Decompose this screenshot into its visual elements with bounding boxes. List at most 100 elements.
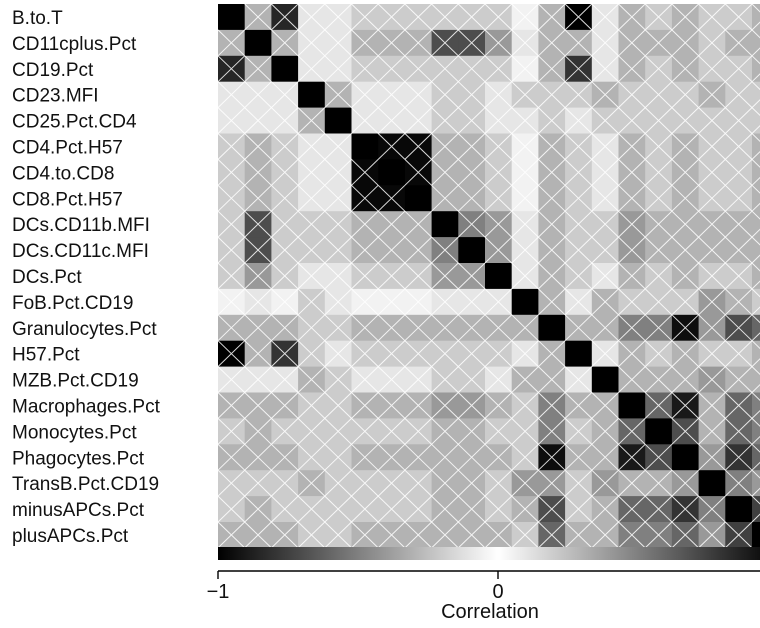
cell-cross xyxy=(404,392,432,419)
cell-cross xyxy=(351,184,379,212)
cell-cross xyxy=(698,3,726,31)
cell-cross xyxy=(644,55,673,83)
cell-cross xyxy=(377,236,406,264)
cell-cross xyxy=(484,81,513,108)
cell-cross xyxy=(271,392,299,419)
cell-cross xyxy=(324,81,352,108)
heatmap-cell xyxy=(752,444,760,471)
cell-cross xyxy=(431,418,459,445)
heatmap-cell xyxy=(752,340,760,368)
cell-cross xyxy=(751,159,760,186)
cell-cross xyxy=(484,236,513,264)
cell-cross xyxy=(484,3,513,31)
heatmap-cell xyxy=(671,444,700,471)
heatmap-cell xyxy=(752,418,760,445)
heatmap-cell xyxy=(458,237,486,264)
cell-cross xyxy=(511,469,539,497)
cell-cross xyxy=(217,159,246,186)
cell-cross xyxy=(538,340,566,367)
cell-cross xyxy=(751,366,760,393)
cell-diagonal-lines xyxy=(217,3,760,549)
cell-cross xyxy=(271,210,299,238)
cell-cross xyxy=(564,3,593,31)
cell-cross xyxy=(484,495,513,523)
cell-cross xyxy=(324,366,352,393)
cell-cross xyxy=(217,418,246,445)
cell-cross xyxy=(297,55,326,83)
heatmap-cell xyxy=(244,29,272,57)
heatmap-cell xyxy=(431,211,459,238)
heatmap-cell xyxy=(752,237,760,264)
cell-cross xyxy=(324,469,352,497)
cell-cross xyxy=(324,3,352,31)
cell-cross xyxy=(404,3,432,31)
cell-cross xyxy=(217,236,246,264)
cell-cross xyxy=(484,288,513,316)
heatmap-cell xyxy=(618,392,646,419)
cell-cross xyxy=(564,366,593,393)
cell-cross xyxy=(377,314,406,342)
row-label: Granulocytes.Pct xyxy=(12,319,157,340)
cell-cross xyxy=(511,262,539,290)
cell-cross xyxy=(484,184,513,212)
cell-cross xyxy=(431,366,459,393)
cell-cross xyxy=(698,392,726,419)
cell-cross xyxy=(271,469,299,497)
cell-cross xyxy=(244,262,272,290)
cell-cross xyxy=(431,392,459,419)
cell-cross xyxy=(431,495,459,523)
cell-cross xyxy=(404,29,432,57)
cell-cross xyxy=(644,81,673,108)
cell-cross xyxy=(404,210,432,238)
cell-cross xyxy=(538,210,566,238)
cell-cross xyxy=(618,495,646,523)
cell-cross xyxy=(244,210,272,238)
row-label: DCs.CD11c.MFI xyxy=(12,241,149,262)
cell-cross xyxy=(484,443,513,471)
cell-cross xyxy=(511,55,539,83)
cell-cross xyxy=(404,521,432,549)
cell-cross xyxy=(591,521,619,549)
cell-cross xyxy=(377,3,406,31)
cell-cross xyxy=(564,81,593,108)
cell-cross xyxy=(431,55,459,83)
cell-cross xyxy=(511,81,539,108)
cell-cross xyxy=(351,210,379,238)
cell-cross xyxy=(324,262,352,290)
cell-cross xyxy=(431,107,459,134)
cell-cross xyxy=(591,210,619,238)
cell-cross xyxy=(644,236,673,264)
heatmap-cell xyxy=(752,159,760,186)
cell-cross xyxy=(377,443,406,471)
cell-cross xyxy=(591,392,619,419)
cell-cross xyxy=(751,443,760,471)
cell-cross xyxy=(244,81,272,108)
cell-cross xyxy=(724,340,753,367)
heatmap-cell xyxy=(752,107,760,135)
cell-cross xyxy=(351,288,379,316)
heatmap-cell xyxy=(698,470,726,497)
cell-cross xyxy=(591,314,619,342)
colorbar-tick-label: −1 xyxy=(207,581,230,603)
cell-cross xyxy=(538,495,566,523)
cell-cross xyxy=(724,443,753,471)
cell-cross xyxy=(271,236,299,264)
cell-cross xyxy=(484,133,513,160)
cell-cross xyxy=(271,262,299,290)
cell-cross xyxy=(698,418,726,445)
cell-cross xyxy=(457,81,486,108)
cell-cross xyxy=(217,262,246,290)
cell-cross xyxy=(698,262,726,290)
heatmap-cell xyxy=(351,133,379,160)
heatmap-cell xyxy=(752,55,760,83)
cell-cross xyxy=(671,314,699,342)
cell-cross xyxy=(564,133,593,160)
cell-cross xyxy=(591,3,619,31)
cell-cross xyxy=(404,159,432,186)
cell-cross xyxy=(751,495,760,523)
cell-cross xyxy=(644,392,673,419)
cell-cross xyxy=(457,495,486,523)
cell-cross xyxy=(618,210,646,238)
heatmap-cell xyxy=(752,185,760,212)
cell-cross xyxy=(457,418,486,445)
